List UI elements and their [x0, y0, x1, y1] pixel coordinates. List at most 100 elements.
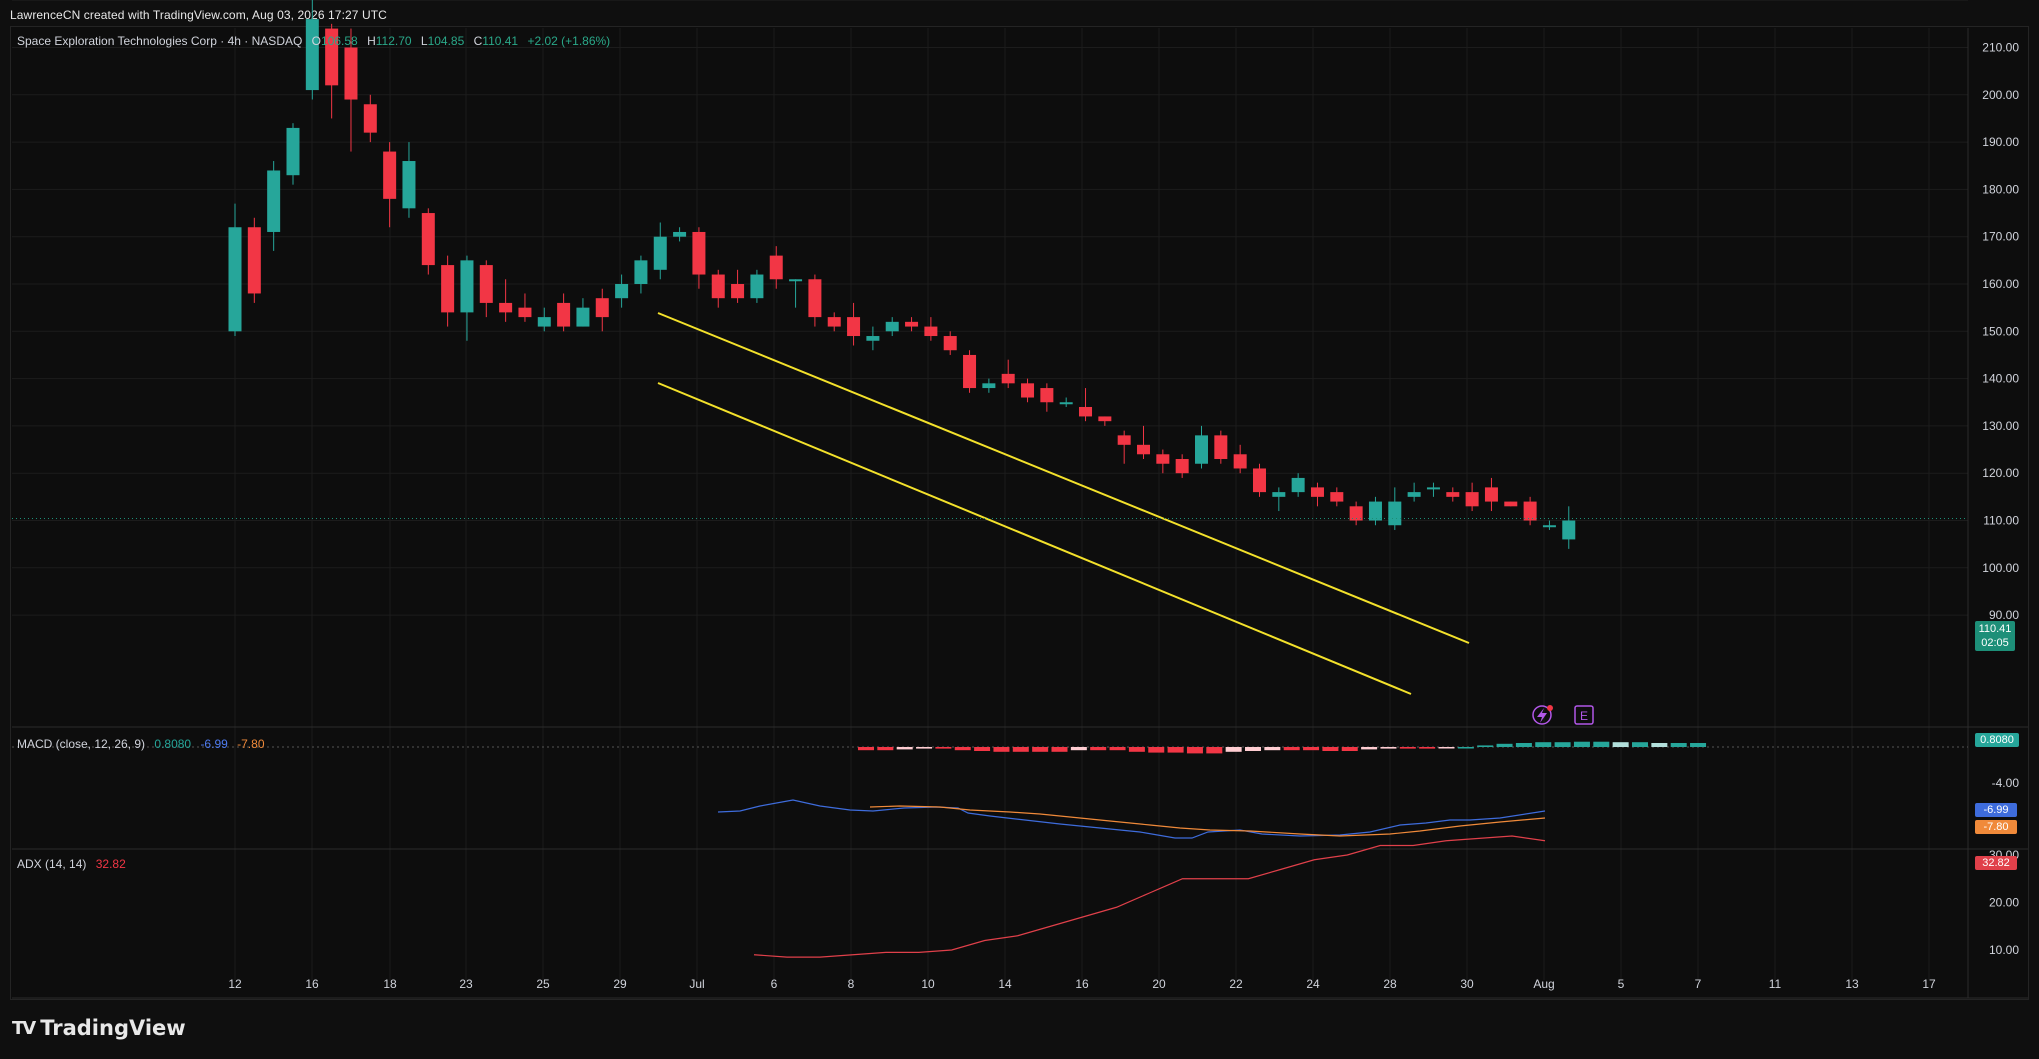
candle-down — [441, 265, 455, 313]
candle-down — [1310, 487, 1324, 497]
candle-down — [827, 317, 841, 327]
price-axis-label: 110.00 — [1983, 514, 2019, 528]
symbol-sep-2: · — [244, 34, 252, 48]
price-axis-label: 90.00 — [1989, 608, 2019, 622]
macd-histogram-bar — [1283, 747, 1300, 751]
time-axis-label: Aug — [1533, 977, 1554, 991]
adx-legend[interactable]: ADX (14, 14) 32.82 — [17, 857, 126, 871]
adx-line-path — [753, 835, 1546, 958]
time-axis-label: 25 — [536, 977, 550, 991]
macd-histogram-bar — [1206, 747, 1223, 754]
candle-down — [1156, 454, 1170, 464]
high-value: 112.70 — [375, 34, 412, 48]
time-axis-label: 17 — [1922, 977, 1936, 991]
candle-down — [1523, 501, 1537, 521]
last-price-tag: 110.41 02:05 — [1975, 621, 2015, 651]
macd-histogram-bar — [1148, 747, 1165, 753]
candle-down — [1484, 487, 1498, 502]
candle-down — [1233, 454, 1247, 469]
descending-channel — [657, 312, 1470, 695]
signal-line — [869, 805, 1546, 837]
macd-histogram-bar — [1554, 742, 1571, 747]
pane-dividers — [12, 28, 2028, 999]
candle-up — [1407, 492, 1421, 497]
macd-histogram-bar — [1457, 747, 1474, 749]
macd-signal-tag: -7.80 — [1975, 820, 2017, 834]
macd-histogram-bar — [954, 747, 971, 751]
event-icons: E — [1532, 705, 1594, 725]
candle-down — [1446, 492, 1460, 497]
candle-up — [1542, 525, 1556, 528]
candle-up — [402, 161, 416, 209]
candle-down — [1175, 459, 1189, 474]
candle-down — [808, 279, 822, 318]
candle-down — [769, 255, 783, 280]
candle-up — [460, 260, 474, 313]
symbol-legend[interactable]: Space Exploration Technologies Corp · 4h… — [17, 34, 610, 48]
lightning-icon-bolt — [1537, 708, 1547, 723]
macd-histogram-bar — [1399, 747, 1416, 749]
bar-countdown: 02:05 — [1981, 637, 2009, 649]
macd-histogram-bar — [1361, 747, 1378, 750]
candle-down — [344, 47, 358, 100]
symbol-exchange: NASDAQ — [251, 34, 303, 48]
adx-axis-label: 20.00 — [1989, 896, 2019, 910]
macd-histogram-bar — [1496, 743, 1513, 747]
candle-down — [711, 274, 725, 299]
candle-up — [653, 236, 667, 270]
brand-name: TradingView — [40, 1016, 186, 1040]
macd-histogram-bar — [1651, 743, 1668, 747]
earnings-icon-letter: E — [1580, 709, 1588, 723]
candle-up — [615, 284, 629, 299]
time-axis-label: 20 — [1152, 977, 1166, 991]
candle-down — [1117, 435, 1131, 445]
candle-up — [1426, 487, 1440, 490]
price-candles — [228, 0, 1576, 549]
candle-down — [1098, 416, 1112, 422]
candle-up — [1388, 501, 1402, 526]
time-axis: 12 16 18 23 25 29 Jul 6 8 10 14 16 20 22 24 28 30 Aug 5 7 11… — [228, 977, 1936, 991]
macd-line-tag: -6.99 — [1975, 803, 2017, 817]
candle-up — [537, 317, 551, 327]
time-axis-label: Jul — [689, 977, 704, 991]
time-axis-label: 18 — [383, 977, 397, 991]
time-axis-label: 12 — [228, 977, 242, 991]
candle-down — [421, 213, 435, 266]
macd-histogram-bar — [1419, 747, 1436, 749]
candle-down — [847, 317, 861, 337]
open-value: 106.58 — [321, 34, 358, 48]
candle-down — [963, 354, 977, 389]
price-axis-label: 160.00 — [1982, 277, 2019, 291]
lightning-icon-dot — [1547, 705, 1553, 711]
candle-up — [305, 19, 319, 91]
symbol-name: Space Exploration Technologies Corp — [17, 34, 217, 48]
time-axis-label: 6 — [771, 977, 778, 991]
candle-up — [634, 260, 648, 284]
grid — [12, 0, 1968, 980]
macd-histogram-bar — [1690, 743, 1707, 747]
chart-frame[interactable] — [10, 26, 2029, 1000]
macd-line — [717, 799, 1546, 839]
macd-hist-value: 0.8080 — [154, 737, 192, 751]
macd-lines — [717, 799, 1546, 839]
candle-up — [866, 336, 880, 341]
time-axis-label: 30 — [1460, 977, 1474, 991]
open-label: O — [311, 34, 322, 48]
tradingview-brand[interactable]: TV TradingView — [12, 1016, 186, 1040]
candle-down — [1349, 506, 1363, 521]
macd-histogram-bar — [1225, 747, 1242, 752]
symbol-interval: 4h — [227, 34, 241, 48]
macd-histogram-bar — [1051, 747, 1068, 752]
macd-legend[interactable]: MACD (close, 12, 26, 9) 0.8080 -6.99 -7.… — [17, 737, 265, 751]
candle-up — [1368, 501, 1382, 521]
macd-histogram-bar — [916, 747, 933, 749]
price-axis-label: 200.00 — [1982, 88, 2019, 102]
candle-down — [518, 307, 532, 318]
macd-histogram-bar — [1593, 741, 1610, 747]
price-axis-label: 100.00 — [1982, 561, 2019, 575]
candle-up — [228, 227, 242, 332]
macd-axis-label: -4.00 — [1992, 776, 2020, 790]
candle-up — [267, 170, 281, 232]
candle-down — [905, 321, 919, 327]
